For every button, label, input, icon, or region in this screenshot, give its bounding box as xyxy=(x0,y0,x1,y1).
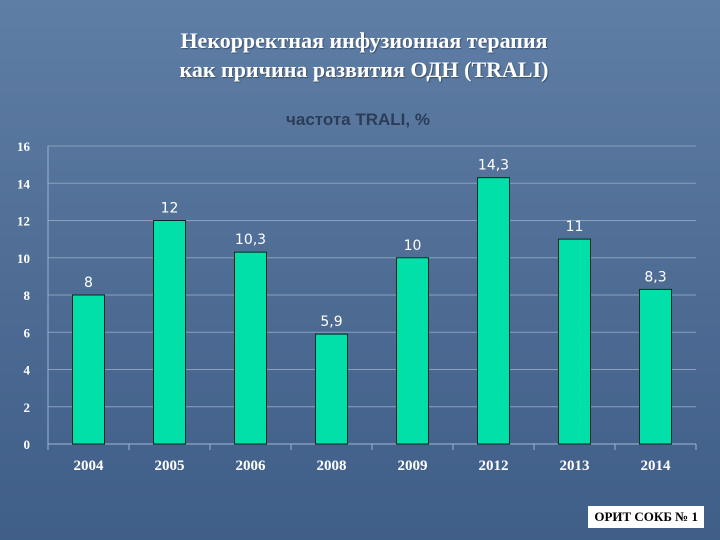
bar xyxy=(153,220,186,445)
data-labels: 8 12 10,3 5,9 10 14,3 11 8,3 xyxy=(84,158,667,330)
data-label: 8,3 xyxy=(644,269,666,285)
data-label: 12 xyxy=(161,201,179,217)
slide-title-line-2: как причина развития ОДН (TRALI) xyxy=(179,57,549,82)
bar xyxy=(315,333,348,445)
bars xyxy=(72,177,672,445)
bar xyxy=(558,238,591,445)
axes: 0 2 4 6 8 10 12 14 16 2004 2005 2006 2008 2009 2012 201… xyxy=(17,139,697,474)
x-tick-label: 2008 xyxy=(317,458,347,474)
y-tick-label: 0 xyxy=(24,437,31,452)
data-label: 11 xyxy=(566,219,584,235)
y-tick-label: 6 xyxy=(24,325,31,340)
slide-title: Некорректная инфузионная терапия как при… xyxy=(0,26,720,84)
slide-title-line-1: Некорректная инфузионная терапия xyxy=(180,28,548,53)
data-label: 5,9 xyxy=(320,314,342,330)
x-tick-label: 2014 xyxy=(641,458,672,474)
x-tick-label: 2013 xyxy=(560,458,590,474)
x-tick-label: 2009 xyxy=(398,458,428,474)
bar xyxy=(72,294,105,445)
chart-title: частота TRALI, % xyxy=(286,110,430,129)
bar xyxy=(234,251,267,445)
x-tick-label: 2012 xyxy=(479,458,509,474)
y-tick-label: 12 xyxy=(17,214,30,229)
y-tick-label: 2 xyxy=(24,400,31,415)
x-tick-label: 2005 xyxy=(155,458,185,474)
bar xyxy=(477,177,510,445)
y-tick-label: 10 xyxy=(17,251,30,266)
x-tick-label: 2006 xyxy=(236,458,267,474)
data-label: 10 xyxy=(404,238,422,254)
footer-label: ОРИТ СОКБ № 1 xyxy=(588,506,704,528)
bar xyxy=(639,288,672,445)
bar xyxy=(396,257,429,445)
data-label: 14,3 xyxy=(478,158,509,174)
x-tick-label: 2004 xyxy=(74,458,105,474)
y-tick-label: 8 xyxy=(24,288,31,303)
data-label: 8 xyxy=(84,275,93,291)
y-tick-label: 14 xyxy=(17,176,31,191)
y-tick-label: 4 xyxy=(24,363,31,378)
y-tick-label: 16 xyxy=(17,139,31,154)
gridlines xyxy=(48,145,696,445)
data-label: 10,3 xyxy=(235,232,266,248)
